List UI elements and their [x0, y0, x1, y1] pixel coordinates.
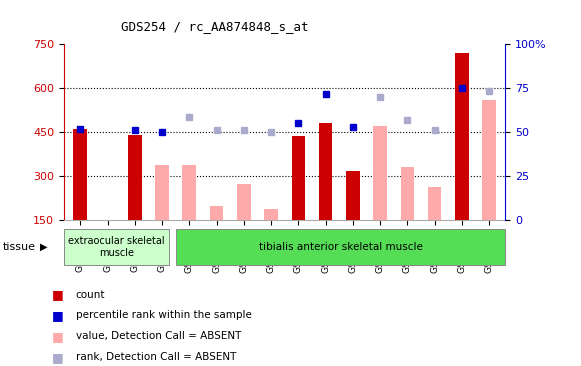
- Text: GDS254 / rc_AA874848_s_at: GDS254 / rc_AA874848_s_at: [121, 20, 309, 33]
- Bar: [319, 123, 332, 220]
- Bar: [428, 187, 442, 220]
- Text: ■: ■: [52, 309, 64, 322]
- Text: percentile rank within the sample: percentile rank within the sample: [76, 310, 252, 321]
- Bar: [128, 135, 142, 220]
- Text: tibialis anterior skeletal muscle: tibialis anterior skeletal muscle: [259, 242, 422, 252]
- Bar: [373, 126, 387, 220]
- Bar: [346, 171, 360, 220]
- Text: ■: ■: [52, 288, 64, 301]
- Text: count: count: [76, 290, 105, 300]
- Bar: [237, 184, 250, 220]
- Text: ■: ■: [52, 351, 64, 364]
- Text: rank, Detection Call = ABSENT: rank, Detection Call = ABSENT: [76, 352, 236, 362]
- Bar: [482, 100, 496, 220]
- Bar: [210, 206, 223, 220]
- Bar: [455, 53, 469, 220]
- Text: value, Detection Call = ABSENT: value, Detection Call = ABSENT: [76, 331, 241, 341]
- Bar: [155, 165, 169, 220]
- Bar: [182, 165, 196, 220]
- Bar: [155, 165, 169, 220]
- Bar: [292, 136, 305, 220]
- Bar: [73, 129, 87, 220]
- Text: ▶: ▶: [40, 242, 47, 252]
- Text: tissue: tissue: [3, 242, 36, 252]
- Text: extraocular skeletal
muscle: extraocular skeletal muscle: [68, 236, 164, 258]
- Bar: [264, 209, 278, 220]
- Text: ■: ■: [52, 330, 64, 343]
- Bar: [400, 167, 414, 220]
